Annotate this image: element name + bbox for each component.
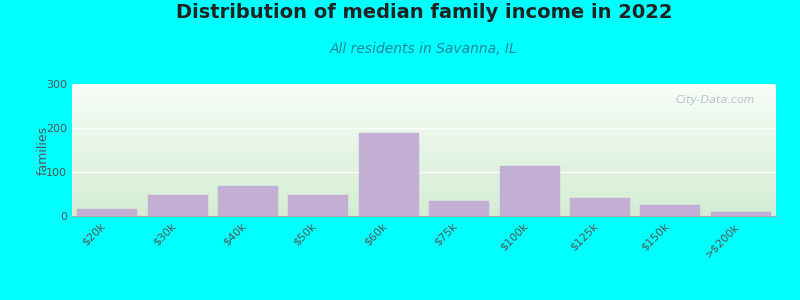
Bar [148,195,207,216]
Bar [711,212,770,216]
Y-axis label: families: families [37,125,50,175]
Bar [430,201,489,216]
Bar [359,133,418,216]
Text: City-Data.com: City-Data.com [675,94,755,105]
Text: All residents in Savanna, IL: All residents in Savanna, IL [330,42,518,56]
Bar [500,166,559,216]
Bar [78,209,137,216]
Text: Distribution of median family income in 2022: Distribution of median family income in … [176,3,672,22]
Bar [570,197,630,216]
Bar [218,186,278,216]
Bar [289,195,348,216]
Bar [641,205,700,216]
